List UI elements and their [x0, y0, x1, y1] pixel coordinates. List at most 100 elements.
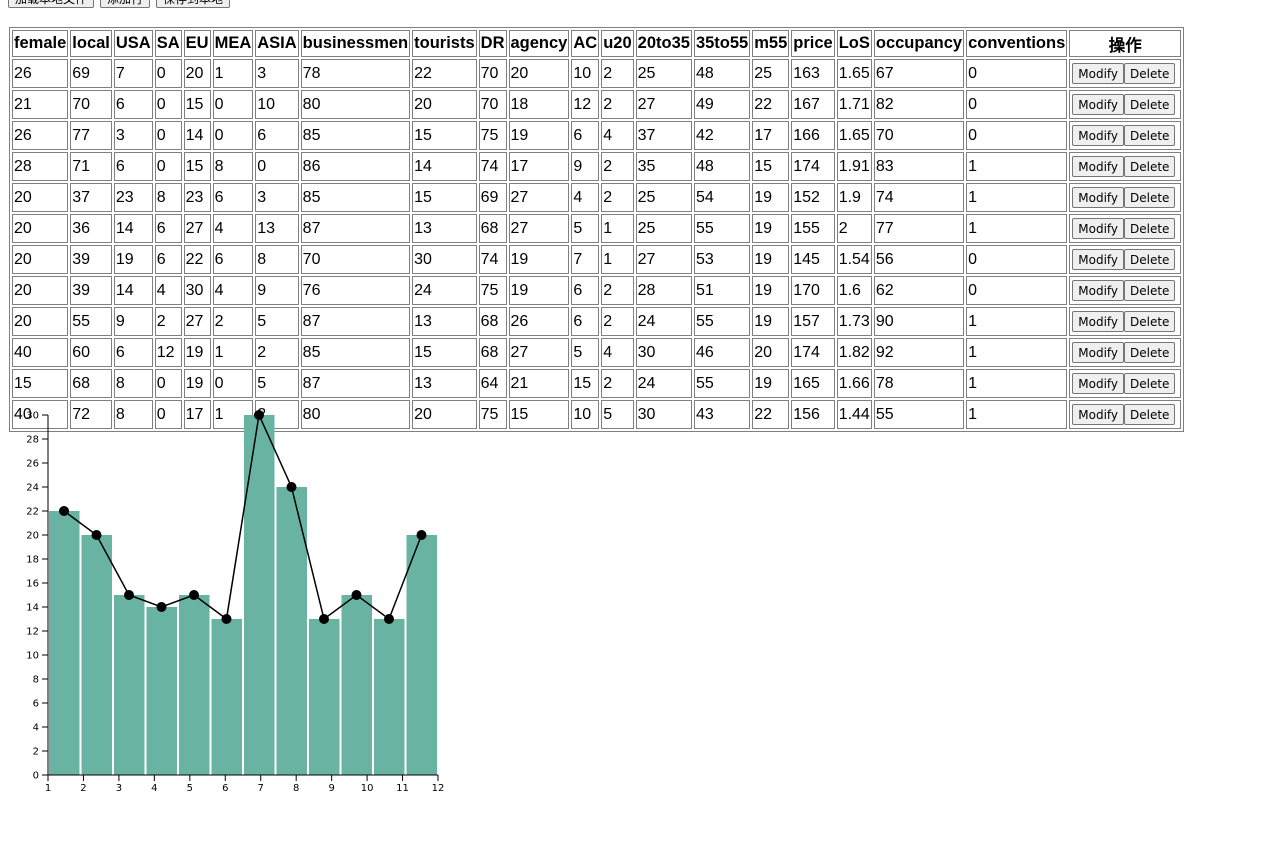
delete-button[interactable]: Delete [1124, 342, 1176, 363]
table-cell: 19 [508, 121, 570, 150]
modify-button[interactable]: Modify [1072, 249, 1125, 270]
add-row-button[interactable]: 添加行 [100, 0, 151, 8]
table-cell: 22 [183, 245, 211, 274]
delete-button[interactable]: Delete [1124, 249, 1176, 270]
table-cell: 8 [255, 245, 299, 274]
modify-button[interactable]: Modify [1072, 187, 1125, 208]
table-cell: 37 [70, 183, 112, 212]
table-cell: 64 [478, 369, 507, 398]
table-cell: 92 [873, 338, 965, 367]
table-cell: 165 [791, 369, 835, 398]
table-cell: 24 [635, 307, 692, 336]
table-cell: 85 [300, 183, 411, 212]
table-cell: 15 [412, 183, 477, 212]
table-cell: 1.65 [836, 59, 872, 88]
bar [341, 595, 372, 775]
table-row: 4072801712802075151053043221561.44551Mod… [12, 400, 1182, 429]
table-cell: 1 [966, 183, 1068, 212]
table-row: 20 37 23 8 23 6 3 85 15 69 27 4 2 25 54 19 152 1.9 74 1 Modi… [12, 183, 1182, 212]
bar [211, 619, 242, 775]
table-cell: 48 [693, 152, 751, 181]
table-cell: 30 [635, 400, 692, 429]
modify-button[interactable]: Modify [1072, 373, 1125, 394]
modify-button[interactable]: Modify [1072, 218, 1125, 239]
load-local-file-button[interactable]: 加载本地文件 [8, 0, 95, 8]
table-cell: 20 [12, 307, 69, 336]
modify-button[interactable]: Modify [1072, 280, 1125, 301]
table-cell: 4 [212, 214, 254, 243]
table-cell: 40 [12, 338, 69, 367]
data-point [416, 530, 427, 540]
table-cell: 36 [70, 214, 112, 243]
table-row: 20 39 14 4 30 4 9 76 24 75 19 6 2 28 51 19 170 1.6 62 0 Modi… [12, 276, 1182, 305]
data-point [221, 614, 232, 624]
table-cell: 14 [412, 152, 477, 181]
modify-button[interactable]: Modify [1072, 342, 1125, 363]
table-cell: 75 [478, 400, 507, 429]
table-cell: 0 [966, 276, 1068, 305]
bar [374, 619, 405, 775]
delete-button[interactable]: Delete [1124, 187, 1176, 208]
delete-button[interactable]: Delete [1124, 125, 1176, 146]
table-cell: 9 [113, 307, 153, 336]
table-cell: 1.71 [836, 90, 872, 119]
table-cell: 20 [412, 90, 477, 119]
table-cell: 55 [873, 400, 965, 429]
table-cell: 27 [508, 214, 570, 243]
delete-button[interactable]: Delete [1124, 218, 1176, 239]
modify-button[interactable]: Modify [1072, 156, 1125, 177]
delete-button[interactable]: Delete [1124, 404, 1176, 425]
column-header: 35to55 [693, 30, 751, 57]
row-actions: Modify Delete [1069, 121, 1182, 150]
modify-button[interactable]: Modify [1072, 63, 1125, 84]
table-cell: 87 [300, 369, 411, 398]
column-header: businessmen [300, 30, 411, 57]
table-cell: 0 [212, 369, 254, 398]
modify-button[interactable]: Modify [1072, 404, 1125, 425]
modify-button[interactable]: Modify [1072, 311, 1125, 332]
table-cell: 42 [693, 121, 751, 150]
table-cell: 13 [255, 214, 299, 243]
table-cell: 0 [966, 245, 1068, 274]
table-cell: 8 [113, 369, 153, 398]
delete-button[interactable]: Delete [1124, 94, 1176, 115]
table-cell: 28 [12, 152, 69, 181]
bar [179, 595, 210, 775]
column-header: ASIA [255, 30, 299, 57]
table-cell: 74 [478, 245, 507, 274]
column-header: female [12, 30, 69, 57]
table-cell: 15 [183, 152, 211, 181]
delete-button[interactable]: Delete [1124, 280, 1176, 301]
column-header: agency [508, 30, 570, 57]
table-cell: 55 [70, 307, 112, 336]
table-cell: 15 [12, 369, 69, 398]
y-tick-label: 8 [33, 675, 39, 686]
table-cell: 22 [752, 400, 790, 429]
bar [276, 487, 307, 775]
table-cell: 26 [12, 59, 69, 88]
row-actions: Modify Delete [1069, 152, 1182, 181]
column-header-operations: 操作 [1069, 30, 1182, 57]
table-cell: 1 [966, 369, 1068, 398]
table-cell: 85 [300, 121, 411, 150]
table-cell: 4 [212, 276, 254, 305]
table-cell: 56 [873, 245, 965, 274]
table-row: 20 39 19 6 22 6 8 70 30 74 19 7 1 27 53 19 145 1.54 56 0 Mod… [12, 245, 1182, 274]
delete-button[interactable]: Delete [1124, 311, 1176, 332]
table-cell: 1.73 [836, 307, 872, 336]
table-cell: 1 [601, 245, 634, 274]
delete-button[interactable]: Delete [1124, 156, 1176, 177]
delete-button[interactable]: Delete [1124, 63, 1176, 84]
table-cell: 170 [791, 276, 835, 305]
table-cell: 68 [478, 214, 507, 243]
delete-button[interactable]: Delete [1124, 373, 1176, 394]
column-header: MEA [212, 30, 254, 57]
table-cell: 82 [873, 90, 965, 119]
table-cell: 19 [183, 369, 211, 398]
table-cell: 174 [791, 152, 835, 181]
y-tick-label: 2 [33, 747, 39, 758]
row-actions: Modify Delete [1069, 90, 1182, 119]
modify-button[interactable]: Modify [1072, 125, 1125, 146]
modify-button[interactable]: Modify [1072, 94, 1125, 115]
save-local-button[interactable]: 保存到本地 [156, 0, 231, 8]
